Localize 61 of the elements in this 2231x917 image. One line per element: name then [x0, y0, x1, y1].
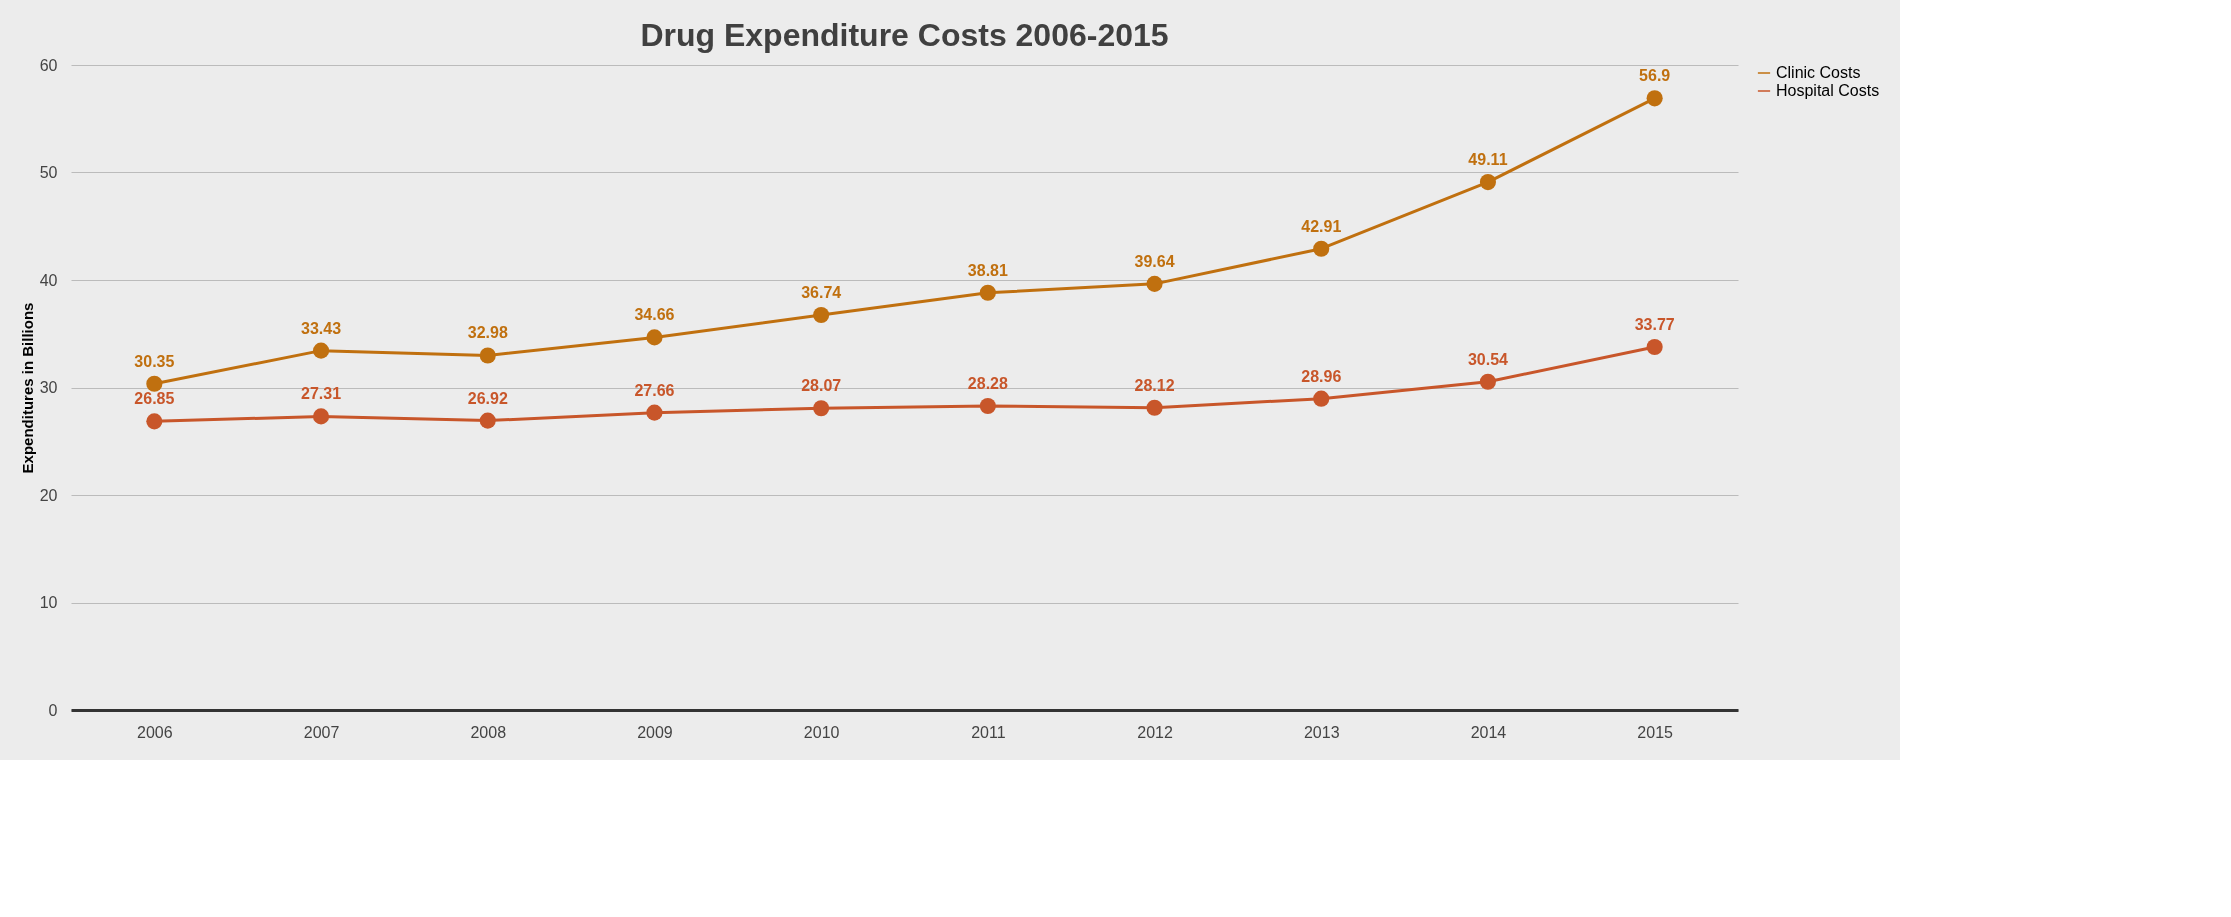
- data-label: 28.96: [1301, 367, 1342, 385]
- data-label: 32.98: [467, 324, 508, 342]
- data-label: 28.28: [967, 374, 1008, 392]
- point: [312, 408, 330, 425]
- x-tick-label: 2008: [470, 723, 507, 741]
- data-label: 42.91: [1301, 217, 1342, 235]
- point: [1479, 174, 1497, 191]
- y-tick-label: 0: [48, 701, 58, 719]
- point: [479, 412, 496, 429]
- x-tick-label: 2006: [137, 723, 173, 741]
- y-axis-title: Expenditures in Billions: [18, 302, 36, 474]
- chart-title: Drug Expenditure Costs 2006-2015: [640, 17, 1169, 53]
- data-label: 49.11: [1468, 151, 1508, 169]
- point: [1479, 373, 1497, 390]
- data-label: 27.31: [301, 385, 342, 403]
- y-tick-label: 20: [39, 486, 58, 504]
- y-tick-label: 30: [39, 379, 58, 396]
- point: [979, 397, 996, 415]
- data-label: 30.35: [134, 352, 175, 370]
- point: [1646, 338, 1663, 356]
- x-tick-label: 2007: [303, 723, 340, 741]
- point: [979, 284, 996, 301]
- point: [813, 400, 830, 417]
- x-tick-label: 2009: [637, 723, 673, 741]
- data-label: 36.74: [801, 284, 842, 302]
- y-tick-label: 60: [39, 56, 58, 74]
- data-label: 33.43: [301, 319, 342, 337]
- point: [1313, 390, 1330, 407]
- point: [312, 342, 330, 359]
- x-tick-label: 2010: [803, 723, 840, 741]
- data-label: 34.66: [634, 306, 675, 324]
- y-tick-label: 10: [39, 594, 58, 611]
- data-label: 26.85: [134, 390, 175, 408]
- point: [813, 307, 830, 324]
- point: [479, 347, 496, 364]
- y-tick-label: 50: [39, 164, 58, 181]
- y-tick-label: 40: [39, 271, 58, 289]
- data-label: 28.07: [801, 377, 842, 395]
- point: [1146, 275, 1163, 292]
- data-label: 56.9: [1639, 67, 1671, 85]
- data-label: 38.81: [967, 261, 1008, 279]
- point: [1146, 399, 1163, 416]
- point: [646, 404, 663, 421]
- legend-label: Clinic Costs: [1776, 64, 1861, 81]
- data-label: 28.12: [1134, 376, 1175, 394]
- x-tick-label: 2014: [1470, 723, 1507, 741]
- point: [646, 329, 663, 346]
- x-tick-label: 2011: [971, 723, 1006, 741]
- data-label: 26.92: [467, 389, 508, 407]
- point: [146, 413, 163, 430]
- x-tick-label: 2015: [1637, 723, 1674, 741]
- data-label: 33.77: [1634, 315, 1675, 333]
- x-tick-label: 2012: [1137, 723, 1173, 741]
- data-label: 30.54: [1467, 350, 1509, 368]
- point: [1646, 90, 1663, 107]
- data-label: 39.64: [1134, 252, 1175, 270]
- point: [1313, 240, 1330, 257]
- data-label: 27.66: [634, 381, 675, 399]
- point: [146, 375, 163, 392]
- x-tick-label: 2013: [1303, 723, 1340, 741]
- legend-label: Hospital Costs: [1776, 82, 1880, 99]
